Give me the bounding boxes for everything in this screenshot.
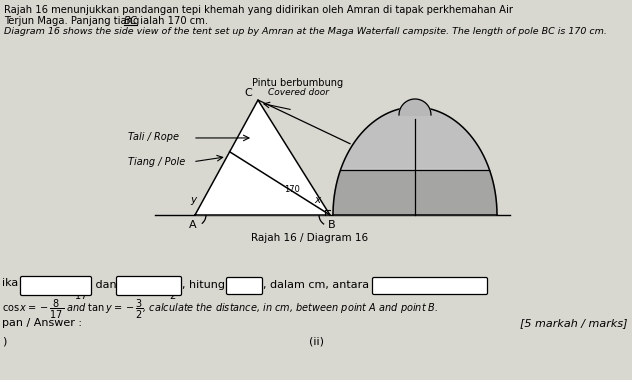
Polygon shape (399, 99, 431, 115)
Text: Covered door: Covered door (267, 88, 329, 97)
Text: [5 markah / marks]: [5 markah / marks] (521, 318, 628, 328)
Polygon shape (341, 107, 489, 169)
Text: y: y (190, 195, 196, 205)
Text: tan $y = -\dfrac{3}{2}$: tan $y = -\dfrac{3}{2}$ (121, 279, 178, 302)
Text: (ii): (ii) (308, 336, 324, 346)
Text: ialah 170 cm.: ialah 170 cm. (137, 16, 208, 26)
Text: pan / Answer :: pan / Answer : (2, 318, 82, 328)
FancyBboxPatch shape (20, 277, 92, 296)
Text: B: B (328, 220, 336, 230)
Text: Diagram 16 shows the side view of the tent set up by Amran at the Maga Waterfall: Diagram 16 shows the side view of the te… (4, 27, 607, 36)
Text: Pintu berbumbung: Pintu berbumbung (252, 78, 344, 88)
FancyBboxPatch shape (226, 277, 262, 294)
FancyBboxPatch shape (372, 277, 487, 294)
Text: dan: dan (92, 280, 120, 290)
FancyBboxPatch shape (116, 277, 181, 296)
Text: Rajah 16 / Diagram 16: Rajah 16 / Diagram 16 (252, 233, 368, 243)
Text: Tiang / Pole: Tiang / Pole (128, 157, 185, 167)
Text: ika: ika (2, 278, 21, 288)
Text: titik $A$ dan titik $B$.: titik $A$ dan titik $B$. (377, 280, 475, 292)
Text: A: A (189, 220, 197, 230)
Text: ): ) (2, 336, 6, 346)
Text: $\cos x = -\dfrac{8}{17}$ and $\tan y = -\dfrac{3}{2}$, calculate the distance, : $\cos x = -\dfrac{8}{17}$ and $\tan y = … (2, 298, 439, 321)
Text: , hitung: , hitung (182, 280, 229, 290)
Text: , dalam cm, antara: , dalam cm, antara (263, 280, 373, 290)
Text: Rajah 16 menunjukkan pandangan tepi khemah yang didirikan oleh Amran di tapak pe: Rajah 16 menunjukkan pandangan tepi khem… (4, 5, 513, 15)
Text: 170: 170 (284, 185, 300, 195)
Text: kos $x = -\dfrac{8}{17}$: kos $x = -\dfrac{8}{17}$ (25, 279, 89, 302)
Polygon shape (333, 107, 497, 215)
Text: jarak: jarak (231, 280, 259, 290)
Text: BC: BC (124, 16, 138, 26)
Text: Tali / Rope: Tali / Rope (128, 132, 179, 142)
Text: Terjun Maga. Panjang tiang: Terjun Maga. Panjang tiang (4, 16, 142, 26)
Text: C: C (244, 88, 252, 98)
Polygon shape (195, 100, 330, 215)
Text: x: x (314, 195, 320, 205)
